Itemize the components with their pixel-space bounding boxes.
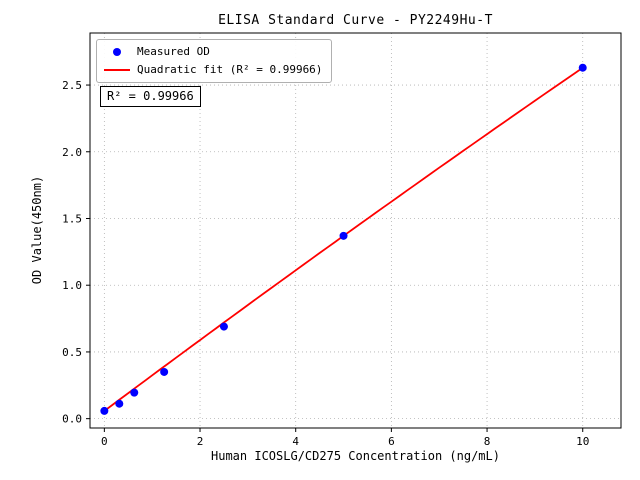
x-axis-label: Human ICOSLG/CD275 Concentration (ng/mL) [211,449,500,463]
measured-od-point [115,399,124,408]
legend-label-measured-od: Measured OD [137,45,210,58]
y-tick-label: 1.0 [62,279,82,292]
plot-frame [89,32,622,429]
x-tick-label: 0 [101,435,108,448]
y-tick-label: 0.5 [62,346,82,359]
measured-od-marker [113,47,121,56]
x-tick-label: 6 [388,435,395,448]
legend-label-quadratic-fit: Quadratic fit (R² = 0.99966) [137,63,323,76]
measured-od-point [219,322,228,331]
legend: Measured OD Quadratic fit (R² = 0.99966) [96,39,333,83]
measured-od-point [578,63,587,72]
legend-item-measured-od: Measured OD [104,45,322,58]
fit-line-marker [104,68,130,71]
measured-od-point [100,406,109,415]
y-tick-label: 2.5 [62,79,82,92]
y-tick-label: 2.0 [62,146,82,159]
measured-od-point [339,231,348,240]
x-tick-label: 2 [197,435,204,448]
legend-marker-cell [104,65,130,75]
legend-item-quadratic-fit: Quadratic fit (R² = 0.99966) [104,63,322,76]
x-tick-label: 4 [292,435,299,448]
x-tick-label: 10 [576,435,589,448]
y-axis-label: OD Value(450nm) [30,175,44,285]
legend-marker-cell [104,47,130,57]
x-tick-label: 8 [484,435,491,448]
measured-od-point [130,388,139,397]
chart-title: ELISA Standard Curve - PY2249Hu-T [218,13,493,28]
y-tick-label: 1.5 [62,212,82,225]
measured-od-point [160,367,169,376]
y-tick-label: 0.0 [62,413,82,426]
r-squared-annotation: R² = 0.99966 [100,86,201,107]
